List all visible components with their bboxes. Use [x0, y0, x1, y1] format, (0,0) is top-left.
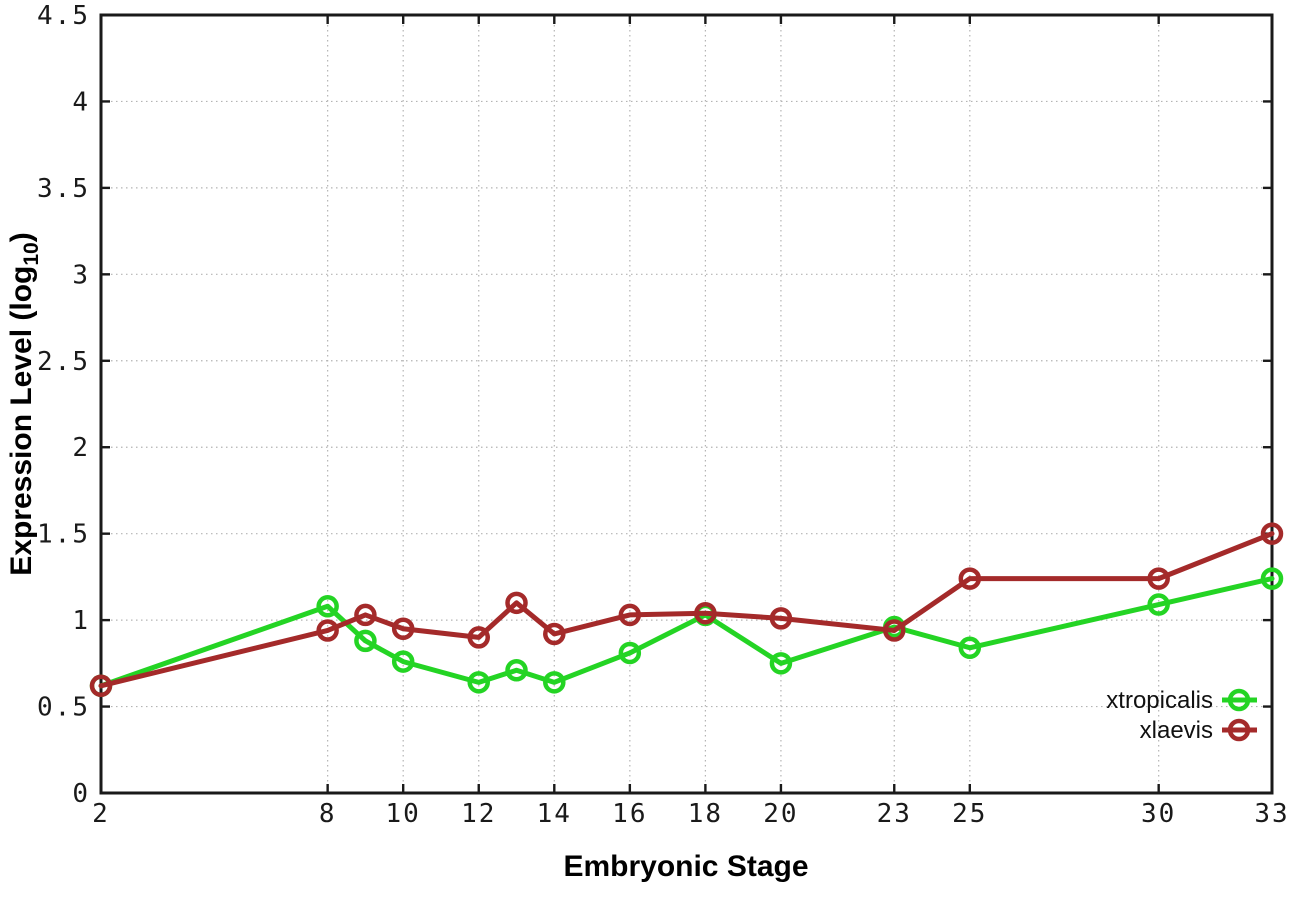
data-point-xtropicalis — [618, 641, 642, 665]
y-tick-label: 3.5 — [37, 174, 90, 204]
data-point-xlaevis — [694, 601, 717, 625]
x-tick-label: 25 — [952, 799, 987, 829]
data-point-xtropicalis — [316, 595, 339, 618]
data-point-xlaevis — [543, 622, 566, 646]
x-tick-label: 16 — [612, 799, 647, 829]
y-tick-label: 1 — [72, 606, 90, 636]
data-point-xlaevis — [505, 591, 528, 615]
series-line-xtropicalis — [98, 576, 1275, 689]
y-tick-label: 2 — [72, 433, 90, 463]
data-point-xlaevis — [467, 626, 490, 649]
x-tick-label: 30 — [1141, 799, 1176, 829]
data-point-xlaevis — [316, 619, 339, 642]
y-axis-title-suffix: ) — [5, 232, 38, 242]
x-tick-label: 20 — [763, 799, 798, 829]
x-tick-label: 14 — [537, 799, 572, 829]
y-tick-label: 4.5 — [37, 1, 90, 31]
y-axis-title-subscript: 10 — [20, 242, 43, 265]
data-point-xtropicalis — [354, 629, 377, 653]
plot-content: 2 8 10 12 14 16 18 20 23 25 30 33 0 0.5 1 1.5 2 2.5 3 3.5 4 4… — [37, 1, 1289, 829]
series-line-xlaevis — [98, 531, 1275, 689]
x-tick-label: 33 — [1254, 799, 1289, 829]
plot-border — [99, 13, 1274, 795]
data-point-xlaevis — [958, 567, 982, 590]
data-point-xlaevis — [89, 674, 113, 698]
data-point-xlaevis — [769, 607, 793, 630]
y-tick-label: 0 — [72, 779, 90, 809]
legend-label-xtropicalis: xtropicalis — [1106, 687, 1213, 714]
data-point-xlaevis — [391, 617, 415, 641]
data-point-xtropicalis — [769, 652, 793, 675]
data-point-xtropicalis — [467, 671, 490, 694]
legend-sample-marker-xtropicalis — [1227, 688, 1251, 712]
y-tick-label: 1.5 — [37, 520, 90, 550]
data-point-xtropicalis — [505, 658, 528, 682]
y-tick-label: 2.5 — [37, 347, 90, 377]
data-point-xlaevis — [354, 603, 377, 627]
data-point-xlaevis — [1260, 522, 1284, 545]
legend: xtropicalis xlaevis — [1106, 687, 1257, 744]
data-point-xlaevis — [1147, 567, 1170, 590]
data-point-xtropicalis — [391, 650, 415, 673]
y-tick-label: 4 — [72, 87, 90, 117]
y-tick-label: 3 — [72, 260, 90, 290]
x-tick-label: 8 — [319, 799, 337, 829]
legend-sample-marker-xlaevis — [1227, 718, 1251, 742]
y-axis-title: Expression Level (log10) — [5, 232, 43, 575]
x-tick-label: 12 — [461, 799, 496, 829]
x-tick-label: 10 — [386, 799, 421, 829]
data-point-xtropicalis — [543, 671, 566, 694]
data-point-xlaevis — [883, 619, 906, 642]
y-axis-title-prefix: Expression Level (log — [5, 266, 38, 576]
data-point-xtropicalis — [1147, 593, 1170, 616]
x-axis-title: Embryonic Stage — [563, 850, 808, 883]
y-tick-label: 0.5 — [37, 693, 90, 723]
x-tick-label: 23 — [877, 799, 912, 829]
data-point-xlaevis — [618, 603, 642, 627]
data-point-xtropicalis — [958, 636, 982, 660]
legend-label-xlaevis: xlaevis — [1140, 717, 1213, 744]
x-tick-label: 2 — [92, 799, 110, 829]
x-tick-label: 18 — [688, 799, 723, 829]
data-point-xtropicalis — [1260, 567, 1284, 590]
